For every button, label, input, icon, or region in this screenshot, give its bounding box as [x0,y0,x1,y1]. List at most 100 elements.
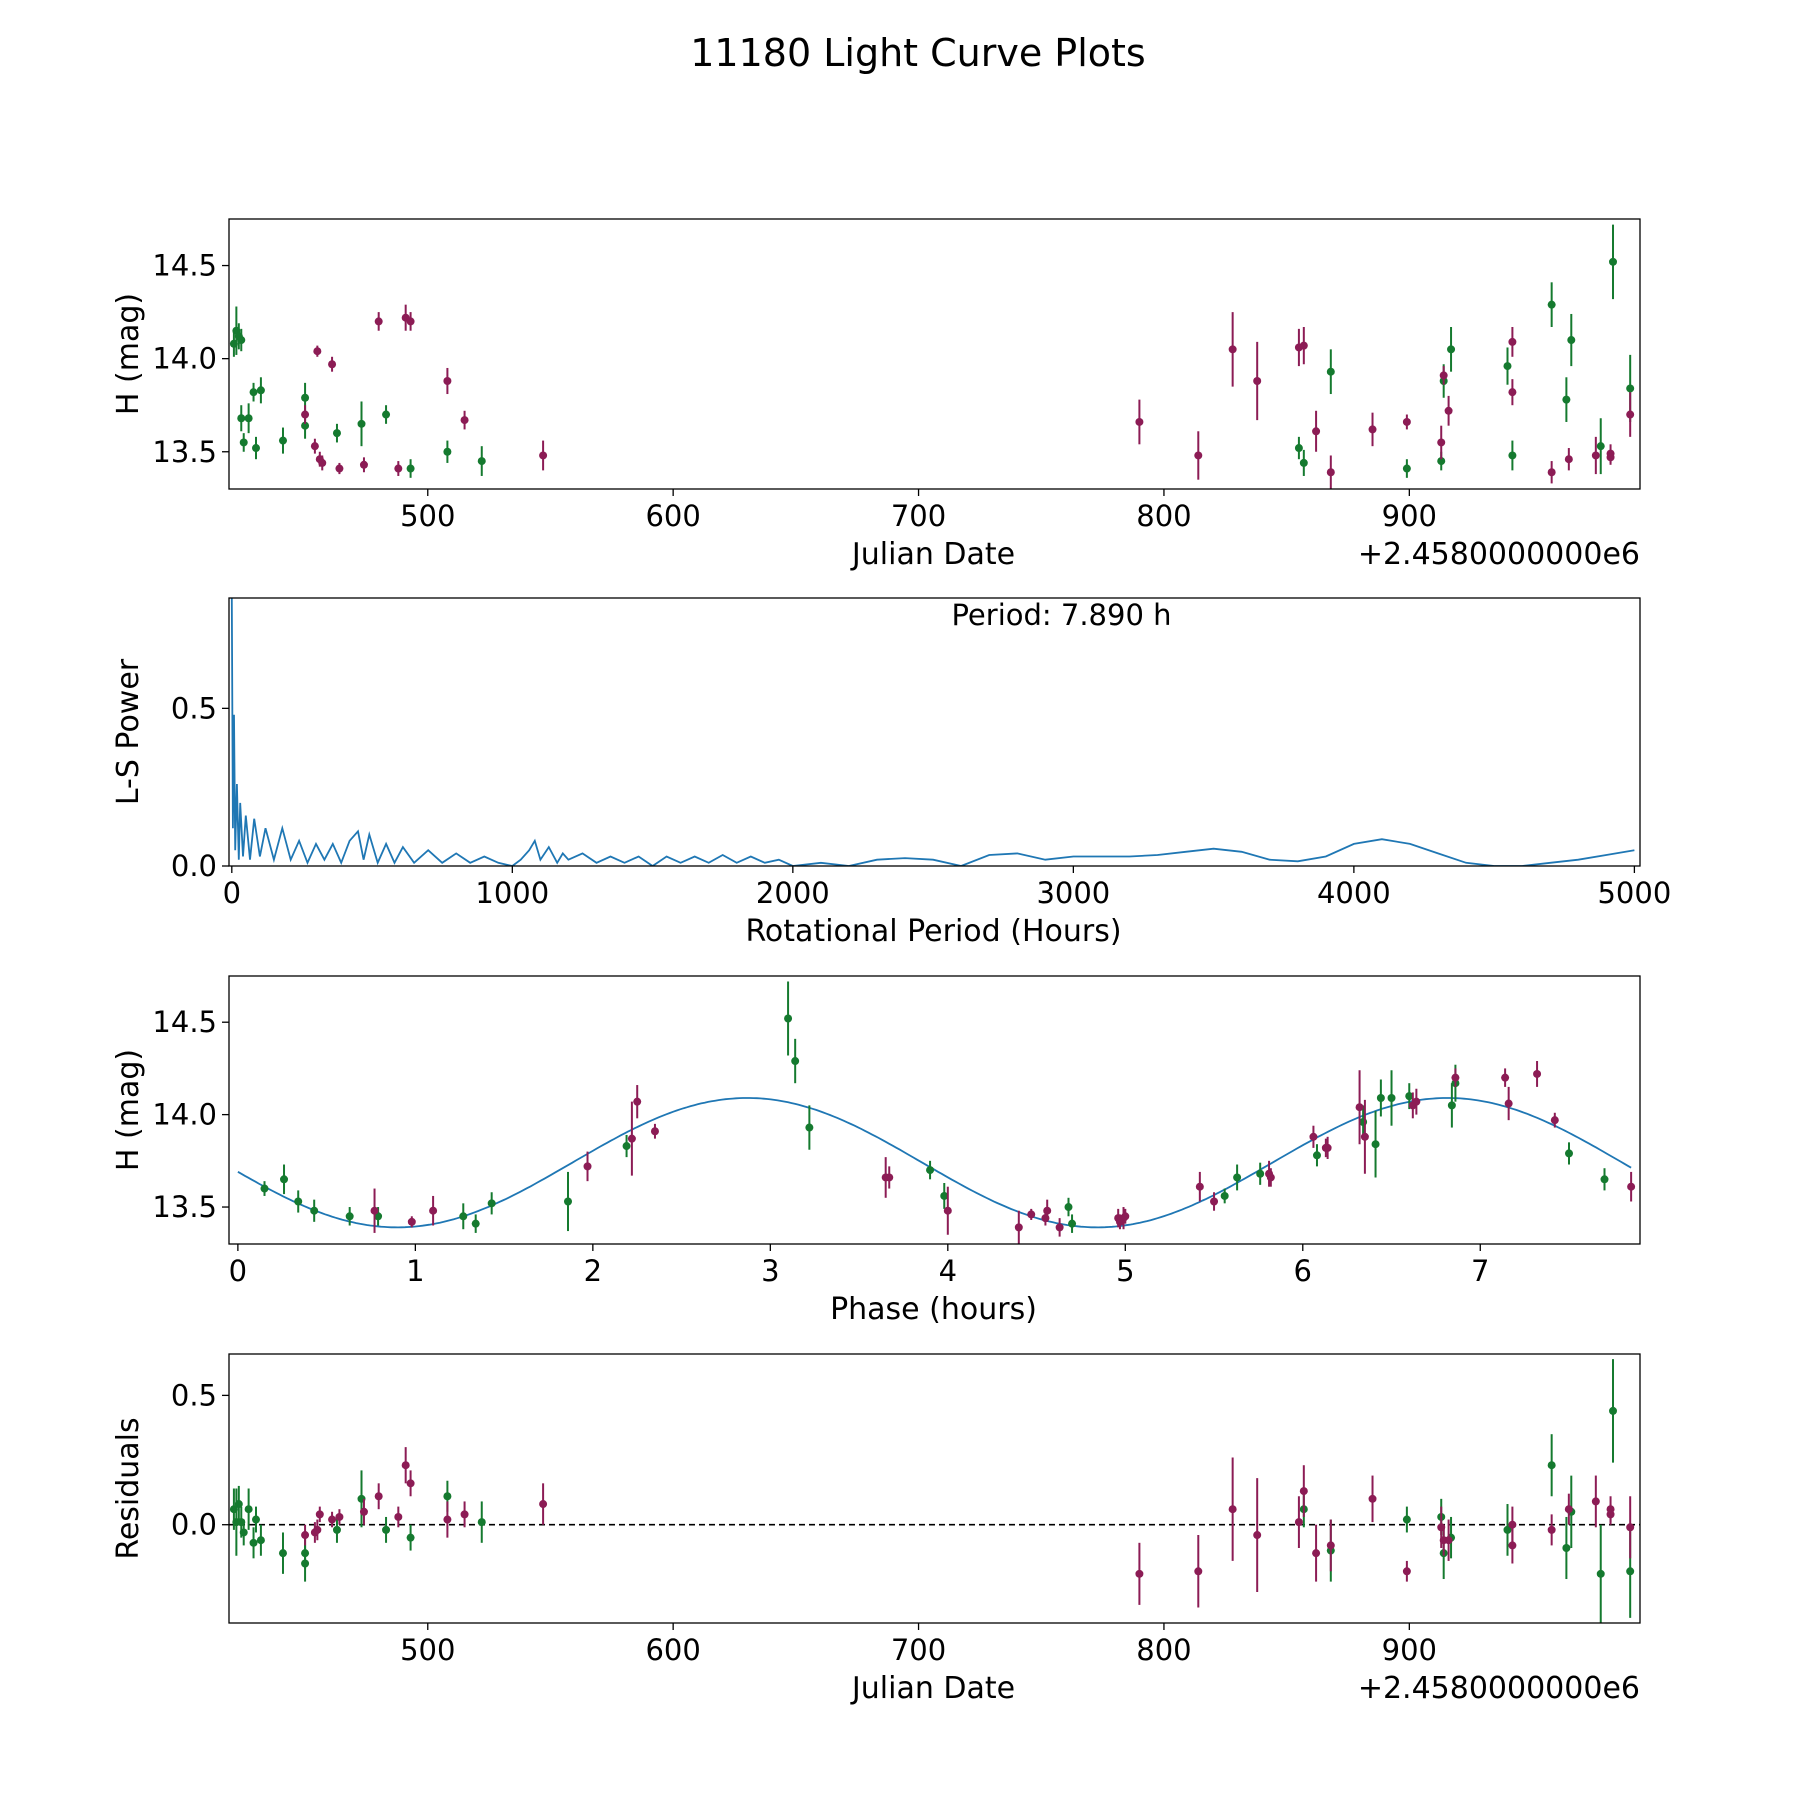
data-point-green [1294,444,1303,453]
data-point-magenta [539,451,548,460]
data-point-magenta [1210,1197,1219,1206]
residuals-x-axis-label: Julian Date [850,1671,1015,1706]
data-point-green [784,1014,793,1023]
data-point-magenta [650,1127,659,1136]
data-point-magenta [1412,1097,1421,1106]
data-point-green [332,429,341,438]
data-point-green [406,464,415,473]
data-point-magenta [1360,1132,1369,1141]
data-point-green [278,436,287,445]
data-point-magenta [1014,1223,1023,1232]
y-tick-label: 0.5 [171,1378,217,1412]
data-point-green [249,1538,258,1547]
x-tick-label: 800 [1136,499,1191,533]
data-point-magenta [443,1515,452,1524]
data-point-green [1402,1515,1411,1524]
x-tick-label: 600 [645,499,700,533]
data-point-green [1626,384,1635,393]
data-point-green [622,1142,631,1151]
x-tick-label: 3 [761,1254,779,1288]
data-point-green [1503,362,1512,371]
data-point-green [791,1057,800,1066]
data-point-magenta [310,442,319,451]
x-tick-label: 0 [229,1254,247,1288]
x-tick-label: 700 [891,1633,946,1667]
data-point-green [1626,1567,1635,1576]
data-point-magenta [1043,1206,1052,1215]
data-point-green [251,1515,260,1524]
data-point-magenta [1439,371,1448,380]
periodogram-panel: 0 1000 2000 3000 4000 5000 0.0 0.5 Rotational Pe… [111,597,1671,949]
data-point-green [251,444,260,453]
data-point-magenta [335,1512,344,1521]
data-point-magenta [1451,1073,1460,1082]
data-point-magenta [359,1507,368,1516]
data-point-magenta [374,317,383,326]
data-point-magenta [429,1206,438,1215]
y-tick-label: 0.5 [171,691,217,725]
x-tick-label: 1000 [475,876,549,910]
data-point-green [234,1500,243,1509]
data-point-magenta [1508,337,1517,346]
data-point-green [345,1212,354,1221]
data-point-green [1447,1101,1456,1110]
x-tick-label: 3000 [1036,876,1110,910]
data-point-green [1312,1151,1321,1160]
data-point-green [1371,1140,1380,1149]
y-tick-label: 0.0 [171,849,217,883]
data-point-magenta [1564,455,1573,464]
data-point-magenta [1550,1116,1559,1125]
model-fit-curve [237,1097,1632,1229]
data-point-green [237,336,246,345]
data-point-green [940,1191,949,1200]
data-point-magenta [1135,1569,1144,1578]
data-point-green [1547,1461,1556,1470]
data-point-magenta [394,464,403,473]
data-point-magenta [1253,377,1262,385]
data-point-magenta [1135,417,1144,426]
data-point-magenta [318,458,327,467]
data-point-magenta [1402,1567,1411,1576]
data-point-green [1068,1219,1077,1228]
x-tick-label: 700 [891,499,946,533]
data-point-magenta [583,1162,592,1171]
data-point-magenta [1444,1536,1453,1545]
y-tick-label: 14.0 [152,342,217,376]
data-point-green [357,419,366,428]
data-point-green [1508,451,1517,460]
data-point-green [1376,1093,1385,1102]
data-point-green [1503,1525,1512,1534]
data-point-green [239,1528,248,1537]
data-point-green [1299,458,1308,467]
data-point-magenta [943,1206,952,1215]
data-point-magenta [1508,1520,1517,1529]
data-point-magenta [885,1173,894,1182]
data-point-magenta [335,464,344,473]
x-tick-label: 5 [1116,1254,1134,1288]
data-point-green [1405,1092,1414,1101]
y-tick-label: 14.5 [152,1005,217,1039]
data-point-green [260,1184,269,1193]
data-point-magenta [1437,438,1446,447]
x-tick-label: 600 [645,1633,700,1667]
data-point-magenta [1228,1505,1237,1514]
data-point-green [459,1212,468,1221]
data-point-magenta [1326,468,1335,477]
data-point-green [256,1536,265,1545]
data-point-magenta [301,410,310,419]
data-point-magenta [1591,451,1600,460]
data-point-magenta [1228,345,1237,354]
data-point-magenta [443,377,452,385]
data-point-magenta [1444,406,1453,415]
data-point-magenta [315,1510,324,1519]
data-point-magenta [313,347,322,356]
data-point-green [477,457,486,466]
data-point-magenta [1606,453,1615,462]
data-point-magenta [1627,1182,1636,1191]
periodogram-y-axis-label: L-S Power [111,658,146,805]
x-offset-text: +2.4580000000e6 [1358,537,1640,572]
data-point-green [278,1549,287,1558]
data-point-magenta [633,1097,642,1106]
